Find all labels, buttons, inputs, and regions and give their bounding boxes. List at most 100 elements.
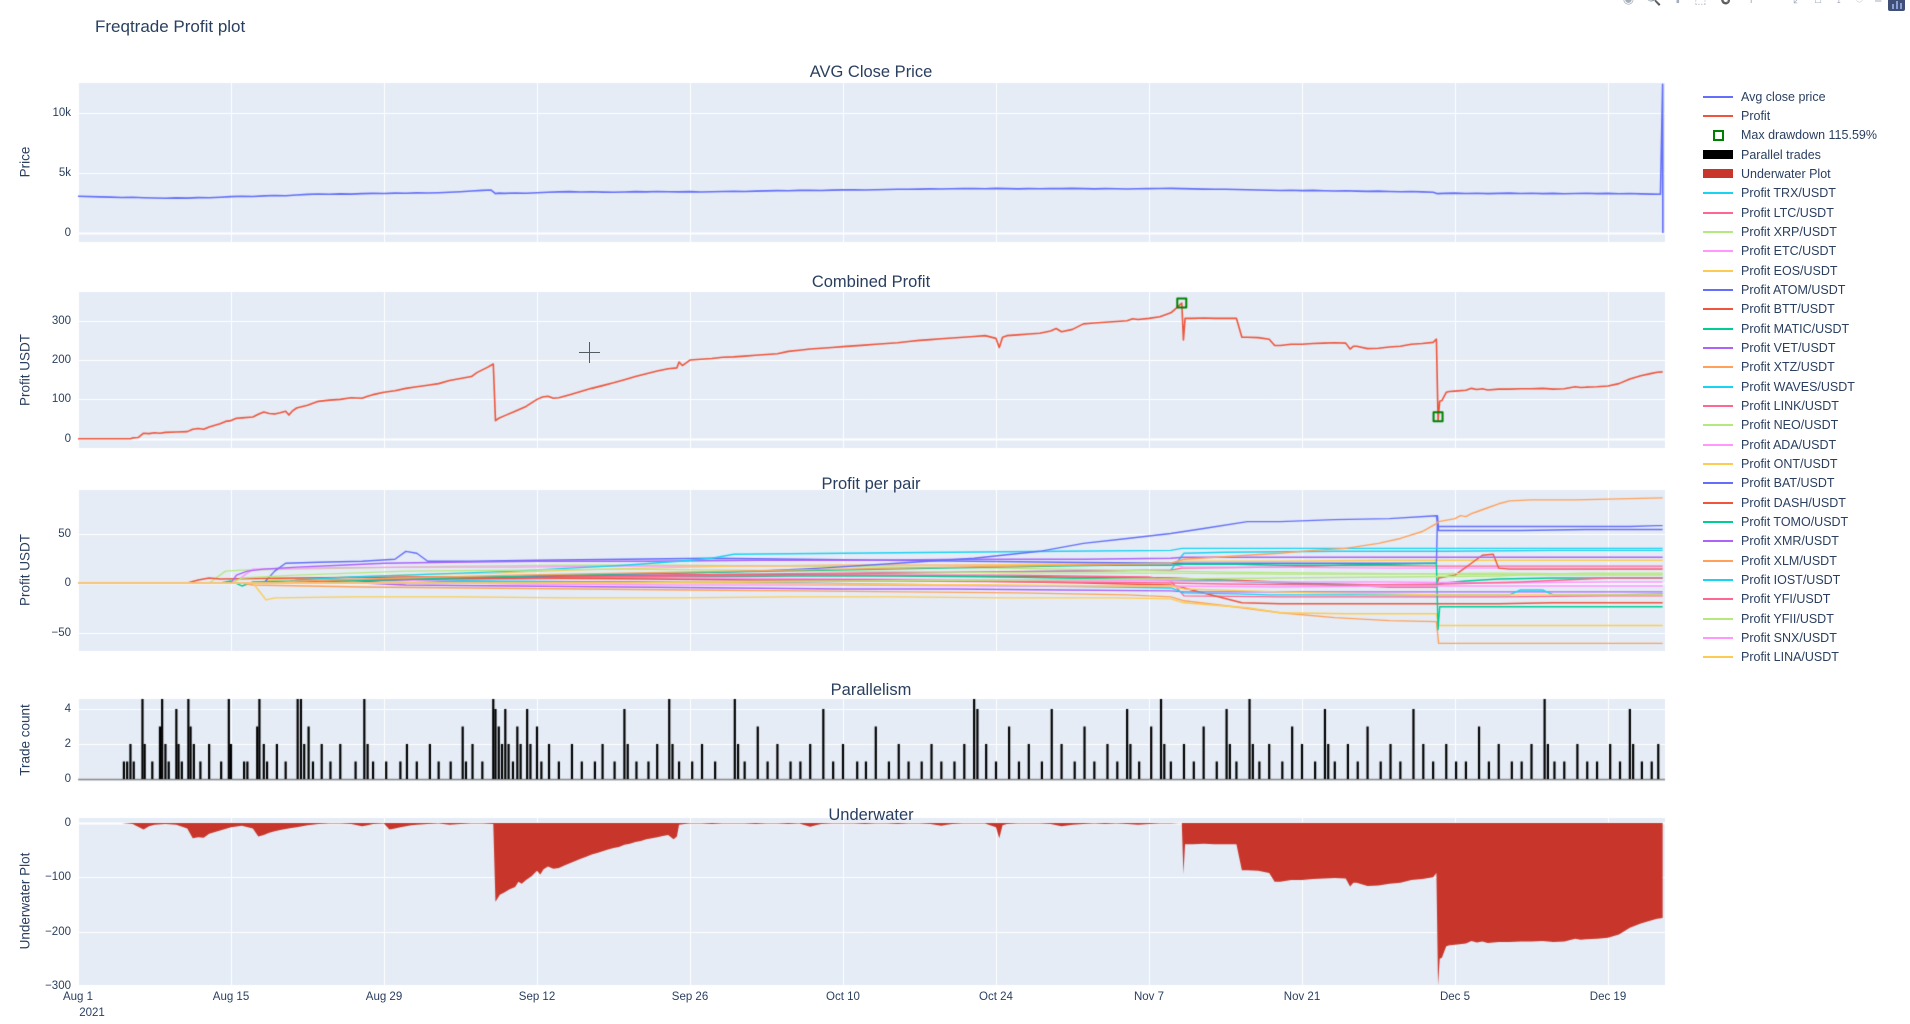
line-swatch-icon xyxy=(1703,617,1733,620)
xtick-label: Aug 29 xyxy=(365,991,403,1003)
legend-item[interactable]: Underwater Plot xyxy=(1703,164,1877,183)
yaxis-title-profit-usdt-pairs: Profit USDT xyxy=(17,533,33,607)
hover-compare-icon[interactable]: ≡ xyxy=(1874,0,1882,8)
line-swatch-icon xyxy=(1703,501,1733,504)
yaxis-title-trade-count: Trade count xyxy=(17,704,33,776)
legend-item[interactable]: Profit TRX/USDT xyxy=(1703,184,1877,203)
legend-item-label: Profit ADA/USDT xyxy=(1741,437,1837,452)
zoom-icon[interactable]: 🔍 xyxy=(1645,0,1661,8)
legend-item[interactable]: Profit EOS/USDT xyxy=(1703,261,1877,280)
legend-item[interactable]: Profit BTT/USDT xyxy=(1703,300,1877,319)
legend-item[interactable]: Profit YFII/USDT xyxy=(1703,609,1877,628)
legend-item[interactable]: Profit xyxy=(1703,106,1877,125)
legend-item[interactable]: Profit LTC/USDT xyxy=(1703,203,1877,222)
legend-item-label: Profit YFI/USDT xyxy=(1741,592,1831,607)
ytick-label: 300 xyxy=(51,314,71,327)
xtick-label: Oct 24 xyxy=(979,991,1013,1003)
lasso-icon[interactable]: ➰ xyxy=(1718,0,1734,8)
line-swatch-icon xyxy=(1703,366,1733,369)
xtick-label: Nov 21 xyxy=(1283,991,1321,1003)
ytick-label: −50 xyxy=(51,626,71,639)
subplot-title-parallelism: Parallelism xyxy=(830,681,912,699)
line-swatch-icon xyxy=(1703,443,1733,446)
line-swatch-icon xyxy=(1703,327,1733,330)
subplot-title-profit-per-pair: Profit per pair xyxy=(821,475,921,493)
legend-item-label: Profit MATIC/USDT xyxy=(1741,321,1850,336)
legend-item-label: Underwater Plot xyxy=(1741,166,1831,181)
ytick-label: −200 xyxy=(45,925,71,938)
legend-item[interactable]: Profit DASH/USDT xyxy=(1703,493,1877,512)
ytick-label: 200 xyxy=(51,354,71,367)
bar-swatch-icon xyxy=(1703,150,1733,160)
line-swatch-icon xyxy=(1703,114,1733,117)
legend-item-label: Avg close price xyxy=(1741,89,1826,104)
legend-item[interactable]: Profit XMR/USDT xyxy=(1703,532,1877,551)
line-swatch-icon xyxy=(1703,656,1733,659)
legend-item[interactable]: Profit LINK/USDT xyxy=(1703,396,1877,415)
xtick-label: Aug 15 xyxy=(212,991,250,1003)
line-swatch-icon xyxy=(1703,346,1733,349)
autoscale-icon[interactable]: ⤢ xyxy=(1793,0,1803,8)
legend-item-label: Profit XTZ/USDT xyxy=(1741,360,1835,375)
bar-swatch-icon xyxy=(1703,169,1733,179)
ytick-label: 100 xyxy=(51,393,71,406)
reset-axes-icon[interactable]: ⌂ xyxy=(1814,0,1822,8)
legend-item[interactable]: Max drawdown 115.59% xyxy=(1703,126,1877,145)
xtick-label: Sep 12 xyxy=(518,991,556,1003)
xtick-label: Dec 5 xyxy=(1439,991,1471,1003)
legend-item-label: Profit BTT/USDT xyxy=(1741,302,1835,317)
pan-icon[interactable]: ✚ xyxy=(1672,0,1683,8)
legend-item[interactable]: Profit ADA/USDT xyxy=(1703,435,1877,454)
line-swatch-icon xyxy=(1703,95,1733,98)
legend-item[interactable]: Profit BAT/USDT xyxy=(1703,474,1877,493)
legend-item[interactable]: Profit XTZ/USDT xyxy=(1703,358,1877,377)
legend-item[interactable]: Parallel trades xyxy=(1703,145,1877,164)
legend: Avg close price Profit Max drawdown 115.59… xyxy=(1703,87,1877,667)
legend-item[interactable]: Profit IOST/USDT xyxy=(1703,570,1877,589)
hover-closest-icon[interactable]: ◌ xyxy=(1856,0,1864,8)
legend-item-label: Profit NEO/USDT xyxy=(1741,418,1839,433)
legend-item-label: Profit ATOM/USDT xyxy=(1741,282,1846,297)
legend-item-label: Profit SNX/USDT xyxy=(1741,630,1837,645)
legend-item[interactable]: Profit SNX/USDT xyxy=(1703,628,1877,647)
zoom-out-icon[interactable]: － xyxy=(1769,0,1782,8)
legend-item[interactable]: Profit ATOM/USDT xyxy=(1703,280,1877,299)
subplot-title-avg-close-price: AVG Close Price xyxy=(809,63,933,81)
camera-icon[interactable]: ◉ xyxy=(1623,0,1634,8)
legend-item[interactable]: Profit XRP/USDT xyxy=(1703,222,1877,241)
yaxis-title-underwater-plot: Underwater Plot xyxy=(17,852,33,950)
line-swatch-icon xyxy=(1703,269,1733,272)
line-swatch-icon xyxy=(1703,250,1733,253)
legend-item-label: Profit LTC/USDT xyxy=(1741,205,1834,220)
line-swatch-icon xyxy=(1703,520,1733,523)
yaxis-title-price: Price xyxy=(17,146,33,178)
legend-item-label: Profit xyxy=(1741,108,1771,123)
ytick-label: 4 xyxy=(64,703,71,715)
ytick-label: 2 xyxy=(64,738,71,750)
box-select-icon[interactable]: ⬚ xyxy=(1694,0,1706,8)
legend-item[interactable]: Profit XLM/USDT xyxy=(1703,551,1877,570)
ytick-label: 5k xyxy=(58,167,71,179)
line-swatch-icon xyxy=(1703,385,1733,388)
legend-item[interactable]: Profit ONT/USDT xyxy=(1703,454,1877,473)
legend-item[interactable]: Profit TOMO/USDT xyxy=(1703,512,1877,531)
legend-item[interactable]: Profit VET/USDT xyxy=(1703,338,1877,357)
legend-item[interactable]: Avg close price xyxy=(1703,87,1877,106)
legend-item-label: Profit LINK/USDT xyxy=(1741,398,1839,413)
zoom-in-icon[interactable]: ＋ xyxy=(1745,0,1758,8)
legend-item-label: Profit YFII/USDT xyxy=(1741,611,1834,626)
legend-item[interactable]: Profit ETC/USDT xyxy=(1703,242,1877,261)
figure-title: Freqtrade Profit plot xyxy=(95,17,246,36)
legend-item[interactable]: Profit LINA/USDT xyxy=(1703,648,1877,667)
legend-item[interactable]: Profit YFI/USDT xyxy=(1703,590,1877,609)
legend-item-label: Profit TOMO/USDT xyxy=(1741,514,1849,529)
legend-item[interactable]: Profit WAVES/USDT xyxy=(1703,377,1877,396)
line-swatch-icon xyxy=(1703,211,1733,214)
plotly-logo[interactable] xyxy=(1888,0,1905,11)
xtick-label: Dec 19 xyxy=(1589,991,1627,1003)
legend-item[interactable]: Profit NEO/USDT xyxy=(1703,416,1877,435)
legend-item-label: Profit DASH/USDT xyxy=(1741,495,1846,510)
legend-item[interactable]: Profit MATIC/USDT xyxy=(1703,319,1877,338)
spikelines-icon[interactable]: ☩ xyxy=(1833,0,1845,8)
